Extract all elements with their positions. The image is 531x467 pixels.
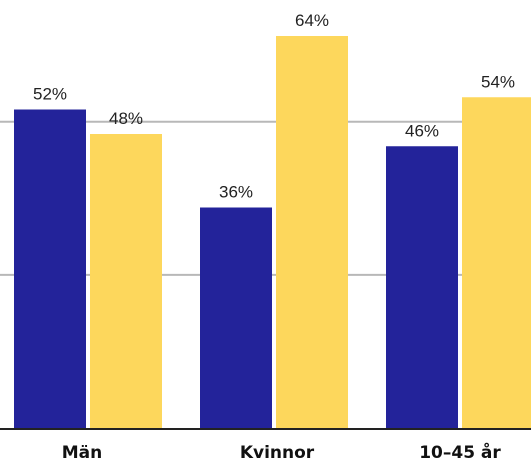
bar-series-1-2	[386, 146, 458, 428]
bar-series-2-1	[276, 36, 348, 428]
value-label-series-2-1: 64%	[295, 11, 329, 30]
value-label-series-1-1: 36%	[219, 183, 253, 202]
value-label-series-1-2: 46%	[405, 121, 439, 140]
value-label-series-2-0: 48%	[109, 109, 143, 128]
bars	[14, 36, 531, 428]
value-label-series-2-2: 54%	[481, 72, 515, 91]
category-label-1: Kvinnor	[240, 443, 315, 463]
bar-series-1-0	[14, 109, 86, 428]
x-axis: Män Kvinnor 10–45 år	[0, 428, 531, 463]
bar-series-2-2	[462, 97, 531, 428]
value-label-series-1-0: 52%	[33, 85, 67, 104]
category-label-0: Män	[62, 443, 103, 463]
value-labels: 52% 48% 36% 64% 46% 54%	[33, 11, 515, 202]
category-label-2: 10–45 år	[419, 441, 501, 463]
bar-series-1-1	[200, 207, 272, 428]
bar-series-2-0	[90, 134, 162, 428]
